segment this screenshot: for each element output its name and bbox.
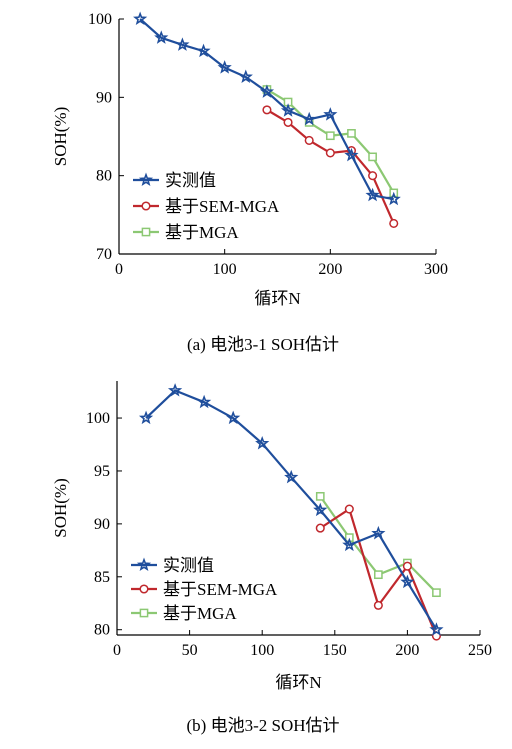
- data-point: [432, 588, 441, 598]
- data-point: [238, 69, 253, 83]
- y-tick-label: 85: [94, 569, 110, 586]
- data-point: [302, 111, 317, 126]
- legend-label: 实测值: [163, 556, 214, 575]
- y-tick-label: 70: [96, 246, 112, 263]
- x-tick-label: 150: [323, 642, 347, 659]
- series-1: [262, 105, 399, 228]
- data-point: [374, 570, 383, 580]
- data-point: [133, 11, 148, 26]
- data-point: [167, 383, 183, 397]
- x-tick-label: 0: [115, 261, 123, 278]
- chart-a: 0 100 200 300 70 80 90 100 循环N SOH(%) 实测值基于SEM-MGA…: [51, 11, 448, 354]
- data-point: [400, 574, 415, 589]
- legend-label: 基于MGA: [163, 604, 237, 623]
- series-1: [315, 504, 441, 641]
- legend-marker: [139, 608, 149, 618]
- legend-label: 基于MGA: [165, 223, 239, 242]
- data-point: [284, 469, 299, 484]
- legend-label: 实测值: [165, 171, 216, 190]
- data-point: [315, 523, 325, 533]
- data-point: [304, 135, 314, 145]
- data-point: [344, 147, 359, 162]
- legend-marker: [138, 172, 154, 187]
- y-tick-label: 100: [86, 410, 110, 427]
- data-point: [217, 60, 232, 74]
- series-0: [133, 11, 401, 206]
- data-point: [429, 622, 444, 636]
- x-tick-label: 300: [424, 261, 448, 278]
- data-point: [313, 502, 328, 517]
- data-point: [283, 117, 293, 127]
- x-tick-label: 200: [395, 642, 419, 659]
- data-point: [280, 103, 296, 117]
- y-tick-label: 95: [94, 463, 110, 480]
- y-tick-label: 90: [96, 89, 112, 106]
- legend-marker: [136, 557, 152, 572]
- legend-label: 基于SEM-MGA: [163, 580, 278, 599]
- series-line: [139, 18, 394, 201]
- x-tick-label: 100: [250, 642, 274, 659]
- legend-marker: [141, 227, 151, 237]
- y-tick-label: 90: [94, 516, 110, 533]
- figure-caption: (a) 电池3-1 SOH估计: [187, 335, 339, 354]
- data-point: [342, 537, 357, 552]
- data-point: [323, 107, 338, 121]
- data-point: [325, 131, 335, 141]
- legend-marker: [139, 584, 149, 594]
- data-point: [154, 30, 169, 44]
- data-point: [365, 187, 380, 202]
- data-point: [386, 191, 401, 206]
- x-axis-label: 循环N: [275, 673, 321, 692]
- y-tick-label: 100: [88, 11, 112, 28]
- x-tick-label: 200: [318, 261, 342, 278]
- data-point: [226, 410, 241, 425]
- data-point: [196, 43, 211, 58]
- data-point: [262, 105, 272, 115]
- chart-b: 0 50 100 150 200 25080859095100循环NSOH(%)实测值基于…: [51, 381, 492, 735]
- data-point: [255, 435, 270, 450]
- x-tick-label: 50: [182, 642, 198, 659]
- legend-marker: [141, 201, 151, 211]
- series-2: [315, 492, 441, 598]
- y-tick-label: 80: [94, 622, 110, 639]
- y-axis-label: SOH(%): [51, 478, 70, 538]
- x-tick-label: 100: [213, 261, 237, 278]
- data-point: [259, 84, 275, 98]
- x-axis-label: 循环N: [254, 289, 300, 308]
- y-axis-label: SOH(%): [51, 107, 70, 167]
- x-tick-label: 0: [113, 642, 121, 659]
- legend-label: 基于SEM-MGA: [165, 197, 280, 216]
- figure-caption: (b) 电池3-2 SOH估计: [187, 716, 340, 735]
- data-point: [315, 492, 325, 501]
- data-point: [347, 129, 356, 138]
- series-0: [138, 383, 444, 636]
- data-point: [389, 218, 399, 228]
- x-tick-label: 250: [468, 642, 492, 659]
- series-2: [262, 85, 399, 198]
- series-line: [145, 389, 438, 631]
- y-tick-label: 80: [96, 168, 112, 185]
- data-point: [325, 148, 335, 158]
- data-point: [175, 37, 190, 51]
- data-point: [373, 600, 383, 610]
- data-point: [368, 171, 378, 181]
- data-point: [368, 152, 377, 162]
- data-point: [371, 525, 386, 540]
- data-point: [344, 504, 354, 514]
- series-line: [266, 108, 395, 224]
- data-point: [138, 410, 154, 425]
- data-point: [197, 394, 212, 409]
- data-point: [402, 561, 412, 571]
